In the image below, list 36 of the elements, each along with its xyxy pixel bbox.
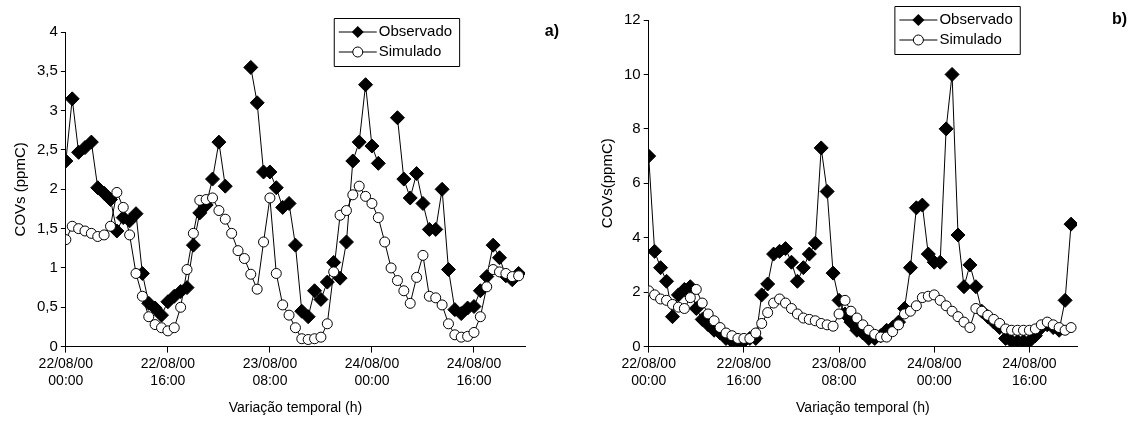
y-tick-label: 4 bbox=[49, 22, 58, 40]
y-tick-label: 10 bbox=[624, 64, 641, 82]
y-tick-label: 1,5 bbox=[36, 218, 58, 236]
legend-label: Simulado bbox=[378, 42, 442, 60]
y-tick-label: 3 bbox=[49, 100, 58, 118]
x-tick-label: 23/08/00 08:00 bbox=[811, 354, 867, 388]
y-axis-title: COVs (ppmC) bbox=[11, 142, 29, 237]
y-tick-label: 0 bbox=[632, 336, 641, 354]
y-tick-label: 0,5 bbox=[36, 297, 58, 315]
y-tick-label: 6 bbox=[632, 173, 641, 191]
y-tick-label: 0 bbox=[49, 336, 58, 354]
x-tick-label: 24/08/00 16:00 bbox=[446, 354, 502, 388]
y-tick-label: 2,5 bbox=[36, 140, 58, 158]
x-tick-label: 23/08/00 08:00 bbox=[242, 354, 298, 388]
y-tick-label: 3,5 bbox=[36, 61, 58, 79]
y-tick-label: 8 bbox=[632, 119, 641, 137]
x-tick-label: 24/08/00 16:00 bbox=[1002, 354, 1057, 388]
legend-label: Observado bbox=[939, 10, 1013, 28]
legend-label: Simulado bbox=[939, 30, 1002, 48]
y-axis-title: COVs(ppmC) bbox=[598, 138, 616, 229]
x-tick-label: 24/08/00 00:00 bbox=[906, 354, 962, 388]
x-tick-label: 22/08/00 16:00 bbox=[716, 354, 772, 388]
legend-label: Observado bbox=[378, 22, 453, 40]
x-tick-label: 22/08/00 16:00 bbox=[140, 354, 196, 388]
y-tick-label: 2 bbox=[632, 282, 641, 300]
y-tick-label: 1 bbox=[49, 258, 58, 276]
y-tick-label: 12 bbox=[624, 10, 641, 28]
y-tick-label: 4 bbox=[632, 227, 641, 245]
x-tick-label: 22/08/00 00:00 bbox=[621, 354, 677, 388]
x-tick-label: 22/08/00 00:00 bbox=[38, 354, 94, 388]
y-tick-label: 2 bbox=[49, 179, 58, 197]
text: a) bbox=[544, 22, 559, 40]
x-axis-title: Variação temporal (h) bbox=[228, 399, 363, 416]
x-axis-title: Variação temporal (h) bbox=[796, 399, 930, 416]
text: b) bbox=[1111, 10, 1127, 28]
x-tick-label: 24/08/00 00:00 bbox=[344, 354, 400, 388]
